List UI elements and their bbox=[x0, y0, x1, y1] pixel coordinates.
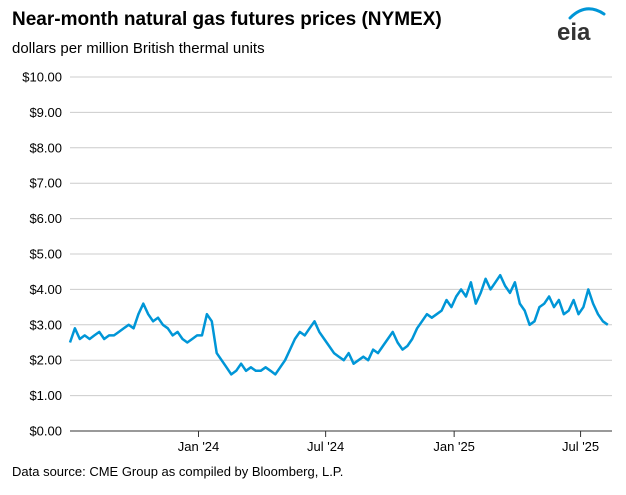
eia-logo: eia bbox=[557, 7, 606, 46]
x-tick-label: Jan '24 bbox=[178, 439, 220, 454]
y-tick-label: $10.00 bbox=[22, 70, 62, 85]
eia-logo-text: eia bbox=[557, 19, 591, 46]
y-tick-label: $2.00 bbox=[29, 353, 62, 368]
y-tick-label: $9.00 bbox=[29, 105, 62, 120]
y-tick-label: $1.00 bbox=[29, 388, 62, 403]
y-tick-label: $5.00 bbox=[29, 247, 62, 262]
data-source-note: Data source: CME Group as compiled by Bl… bbox=[12, 464, 344, 479]
y-tick-label: $6.00 bbox=[29, 211, 62, 226]
x-tick-label: Jul '24 bbox=[307, 439, 344, 454]
y-tick-label: $7.00 bbox=[29, 176, 62, 191]
y-tick-label: $3.00 bbox=[29, 317, 62, 332]
y-tick-label: $0.00 bbox=[29, 424, 62, 439]
price-series-line bbox=[68, 273, 609, 376]
chart-subtitle: dollars per million British thermal unit… bbox=[12, 40, 265, 57]
x-tick-label: Jul '25 bbox=[562, 439, 599, 454]
eia-logo-arc bbox=[568, 7, 606, 20]
y-tick-label: $4.00 bbox=[29, 282, 62, 297]
chart-title: Near-month natural gas futures prices (N… bbox=[12, 9, 442, 30]
x-tick-label: Jan '25 bbox=[433, 439, 475, 454]
y-tick-label: $8.00 bbox=[29, 140, 62, 155]
